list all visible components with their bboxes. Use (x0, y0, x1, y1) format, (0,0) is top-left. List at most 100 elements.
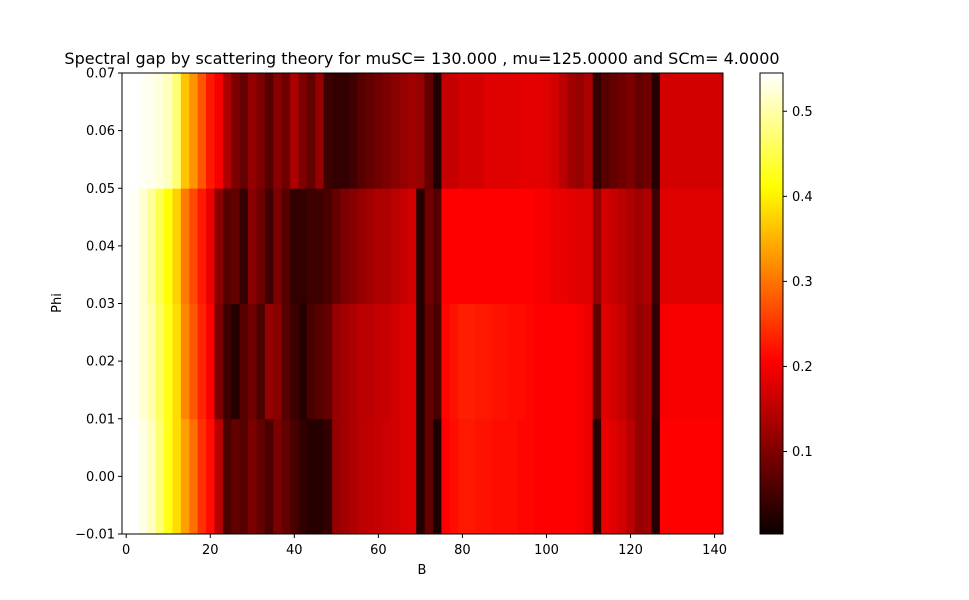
heatmap-cell (382, 303, 392, 420)
heatmap-cell (601, 188, 610, 304)
heatmap-cell (189, 73, 199, 189)
heatmap-cell (626, 73, 636, 189)
heatmap-cell (441, 73, 451, 189)
heatmap-cell (231, 418, 241, 535)
heatmap-cell (130, 303, 140, 420)
heatmap-cell (340, 303, 350, 420)
heatmap-cell (584, 418, 594, 535)
heatmap-cell (483, 73, 493, 189)
heatmap-cell (701, 418, 711, 535)
heatmap-cell (508, 188, 518, 304)
heatmap-cell (348, 418, 358, 535)
heatmap-cell (433, 73, 442, 189)
x-tick-label: 120 (618, 543, 643, 558)
heatmap-cell (281, 303, 291, 420)
heatmap-cell (592, 418, 602, 535)
heatmap-cell (643, 188, 652, 304)
heatmap-cell (424, 188, 434, 304)
heatmap-cell (416, 188, 426, 304)
heatmap-cell (592, 73, 602, 189)
heatmap-cell (575, 73, 585, 189)
heatmap-cell (365, 303, 375, 420)
heatmap-cell (491, 73, 501, 189)
heatmap-cell (180, 303, 190, 420)
heatmap-cell (180, 73, 190, 189)
heatmap-cell (147, 303, 157, 420)
heatmap-cell (701, 73, 711, 189)
heatmap-cell (416, 303, 426, 420)
heatmap-cell (458, 73, 468, 189)
heatmap-cell (390, 73, 400, 189)
heatmap-cell (138, 188, 148, 304)
heatmap-cell (122, 418, 131, 535)
heatmap-cell (365, 73, 375, 189)
heatmap-cell (517, 303, 526, 420)
heatmap-cell (374, 303, 383, 420)
heatmap-cell (239, 188, 249, 304)
heatmap-cell (222, 303, 232, 420)
heatmap-cell (340, 73, 350, 189)
heatmap-cell (348, 73, 358, 189)
heatmap-cell (601, 303, 610, 420)
heatmap-cell (130, 188, 140, 304)
heatmap-cell (458, 303, 468, 420)
heatmap-cell (122, 303, 131, 420)
heatmap-cell (584, 303, 594, 420)
heatmap-cell (676, 73, 686, 189)
heatmap-cell (575, 188, 585, 304)
heatmap-cell (197, 73, 207, 189)
heatmap-cell (676, 303, 686, 420)
heatmap-cell (710, 188, 724, 304)
heatmap-cell (466, 188, 476, 304)
heatmap-cell (197, 303, 207, 420)
heatmap-cell (222, 73, 232, 189)
heatmap-cell (626, 303, 636, 420)
heatmap-cell (273, 73, 283, 189)
heatmap-cell (231, 73, 241, 189)
heatmap-cell (390, 418, 400, 535)
heatmap-cell (399, 418, 409, 535)
heatmap-cell (390, 188, 400, 304)
heatmap-cell (693, 188, 703, 304)
heatmap-cell (357, 418, 367, 535)
heatmap-cell (542, 73, 552, 189)
colorbar-tick-label: 0.5 (792, 105, 813, 120)
heatmap-cell (634, 188, 644, 304)
heatmap-cell (483, 418, 493, 535)
heatmap-cell (533, 418, 543, 535)
heatmap-cell (264, 188, 274, 304)
heatmap-cell (357, 303, 367, 420)
heatmap-cell (164, 303, 173, 420)
heatmap-cell (315, 73, 325, 189)
heatmap-cell (416, 418, 426, 535)
heatmap-cell (525, 73, 535, 189)
heatmap-cell (651, 303, 661, 420)
heatmap-cell (567, 73, 577, 189)
heatmap-cell (122, 73, 131, 189)
heatmap-cell (491, 188, 501, 304)
heatmap-cell (323, 418, 333, 535)
y-axis-label: Phi (50, 293, 65, 313)
chart-title: Spectral gap by scattering theory for mu… (64, 49, 779, 68)
heatmap-cell (500, 73, 510, 189)
colorbar-tick-label: 0.2 (792, 360, 813, 375)
heatmap-cell (525, 418, 535, 535)
heatmap-cell (348, 303, 358, 420)
x-tick-label: 60 (370, 543, 387, 558)
heatmap-cell (433, 188, 442, 304)
heatmap-cell (550, 73, 560, 189)
heatmap-cell (659, 73, 669, 189)
heatmap-cell (248, 418, 257, 535)
x-axis: 0 20 40 60 80 100 120 140 (122, 534, 727, 558)
heatmap-cell (466, 303, 476, 420)
heatmap-cell (399, 188, 409, 304)
heatmap-cell (685, 73, 694, 189)
heatmap-cell (559, 188, 568, 304)
heatmap-cell (348, 188, 358, 304)
heatmap-cell (281, 73, 291, 189)
heatmap-cell (508, 418, 518, 535)
heatmap-cell (475, 188, 484, 304)
heatmap-cell (206, 188, 215, 304)
heatmap-cell (180, 418, 190, 535)
heatmap-cell (609, 418, 619, 535)
